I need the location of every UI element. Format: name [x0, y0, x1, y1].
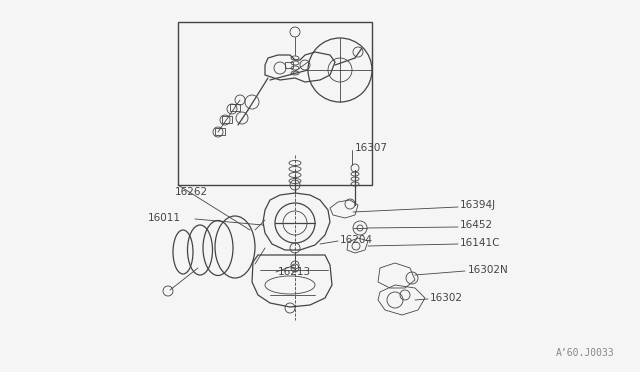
Text: A’60.J0033: A’60.J0033	[556, 348, 615, 358]
Bar	[285, 62, 293, 68]
Text: 16213: 16213	[278, 267, 311, 277]
Text: 16011: 16011	[148, 213, 181, 223]
Text: 16307: 16307	[355, 143, 388, 153]
Bar	[230, 104, 240, 111]
Text: 16262: 16262	[175, 187, 208, 197]
Text: 16302N: 16302N	[468, 265, 509, 275]
Text: 16394J: 16394J	[460, 200, 496, 210]
Text: 16452: 16452	[460, 220, 493, 230]
Text: 16204: 16204	[340, 235, 373, 245]
Bar	[178, 22, 372, 185]
Bar	[215, 128, 225, 135]
Text: 16302: 16302	[430, 293, 463, 303]
Text: 16141C: 16141C	[460, 238, 500, 248]
Bar	[222, 116, 232, 123]
